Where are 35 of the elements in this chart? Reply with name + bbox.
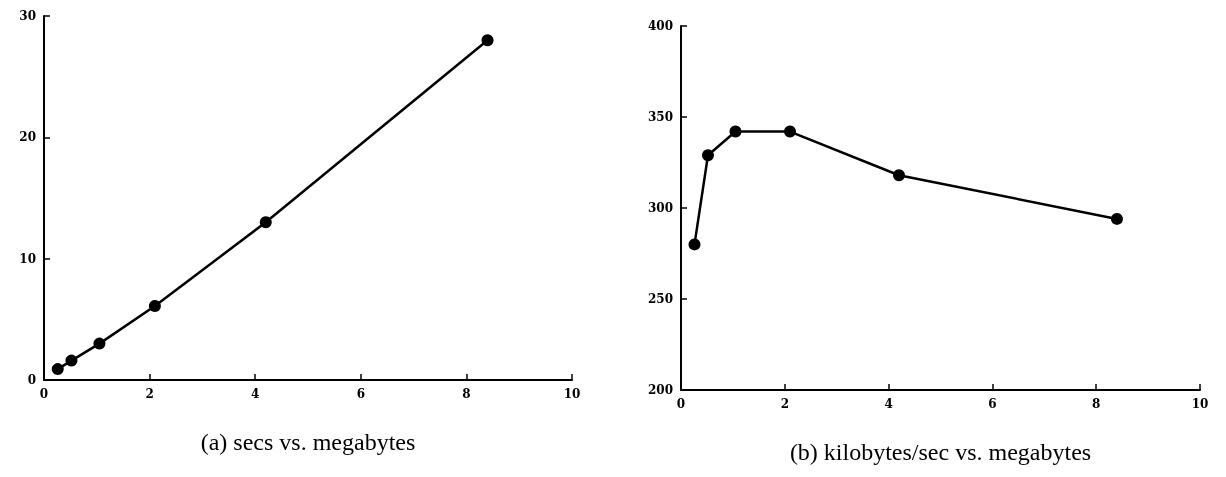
- point: [784, 125, 796, 138]
- point: [259, 216, 272, 229]
- x-tick-label: 4: [884, 397, 893, 411]
- y-tick-label: 0: [27, 373, 36, 387]
- point: [65, 354, 78, 367]
- x-tick-label: 10: [1191, 397, 1209, 411]
- y-tick-label: 200: [647, 383, 673, 397]
- y-tick-label: 400: [647, 19, 673, 33]
- x-tick-label: 2: [780, 397, 789, 411]
- y-tick-label: 250: [647, 292, 673, 306]
- x-axis-title: (a) secs vs. megabytes: [200, 429, 416, 455]
- point: [702, 149, 714, 162]
- y-tick-label: 300: [647, 201, 673, 215]
- x-tick-label: 6: [356, 387, 365, 401]
- point: [688, 238, 701, 251]
- x-tick-label: 8: [462, 387, 471, 401]
- x-tick-label: 6: [988, 397, 997, 411]
- point: [93, 337, 106, 350]
- point: [892, 169, 905, 182]
- x-tick-label: 0: [39, 387, 49, 401]
- x-tick-label: 4: [251, 387, 260, 401]
- point: [1110, 212, 1123, 225]
- y-tick-label: 20: [19, 130, 36, 145]
- point: [148, 299, 161, 312]
- x-tick-label: 2: [145, 387, 154, 401]
- x-tick-label: 0: [676, 397, 686, 411]
- x-tick-label: 10: [563, 387, 581, 401]
- y-tick-label: 350: [647, 110, 673, 124]
- x-tick-label: 8: [1092, 397, 1101, 411]
- point: [51, 363, 64, 376]
- x-axis-title: (b) kilobytes/sec vs. megabytes: [789, 439, 1092, 465]
- point: [729, 125, 742, 138]
- y-tick-label: 30: [19, 9, 36, 23]
- y-tick-label: 10: [19, 251, 36, 266]
- point: [481, 34, 494, 47]
